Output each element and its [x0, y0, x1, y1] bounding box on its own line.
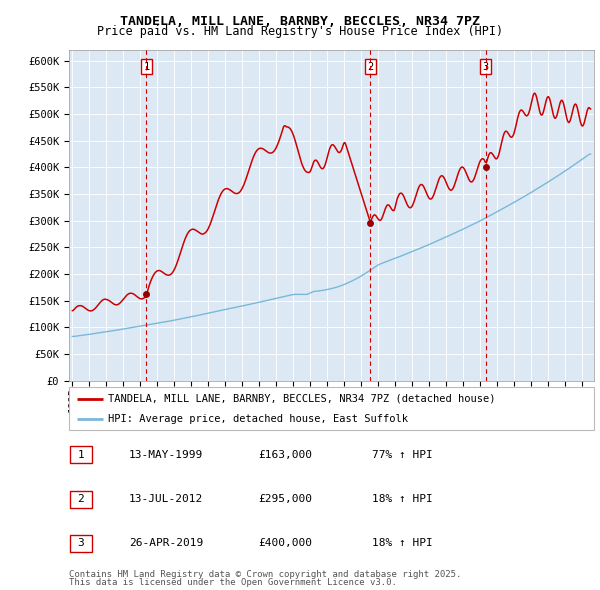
Text: 3: 3	[482, 62, 489, 72]
Text: 26-APR-2019: 26-APR-2019	[129, 539, 203, 548]
Text: 2: 2	[77, 494, 85, 504]
Text: 13-JUL-2012: 13-JUL-2012	[129, 494, 203, 504]
Text: 77% ↑ HPI: 77% ↑ HPI	[372, 450, 433, 460]
Text: 1: 1	[143, 62, 149, 72]
Text: 2: 2	[367, 62, 373, 72]
Text: £400,000: £400,000	[258, 539, 312, 548]
Text: 18% ↑ HPI: 18% ↑ HPI	[372, 539, 433, 548]
Text: Contains HM Land Registry data © Crown copyright and database right 2025.: Contains HM Land Registry data © Crown c…	[69, 571, 461, 579]
Text: 18% ↑ HPI: 18% ↑ HPI	[372, 494, 433, 504]
Text: Price paid vs. HM Land Registry's House Price Index (HPI): Price paid vs. HM Land Registry's House …	[97, 25, 503, 38]
Text: 3: 3	[77, 539, 85, 548]
Text: £295,000: £295,000	[258, 494, 312, 504]
Text: TANDELA, MILL LANE, BARNBY, BECCLES, NR34 7PZ: TANDELA, MILL LANE, BARNBY, BECCLES, NR3…	[120, 15, 480, 28]
Text: TANDELA, MILL LANE, BARNBY, BECCLES, NR34 7PZ (detached house): TANDELA, MILL LANE, BARNBY, BECCLES, NR3…	[109, 394, 496, 404]
Text: This data is licensed under the Open Government Licence v3.0.: This data is licensed under the Open Gov…	[69, 578, 397, 587]
Text: HPI: Average price, detached house, East Suffolk: HPI: Average price, detached house, East…	[109, 414, 409, 424]
Text: £163,000: £163,000	[258, 450, 312, 460]
Text: 1: 1	[77, 450, 85, 460]
Text: 13-MAY-1999: 13-MAY-1999	[129, 450, 203, 460]
